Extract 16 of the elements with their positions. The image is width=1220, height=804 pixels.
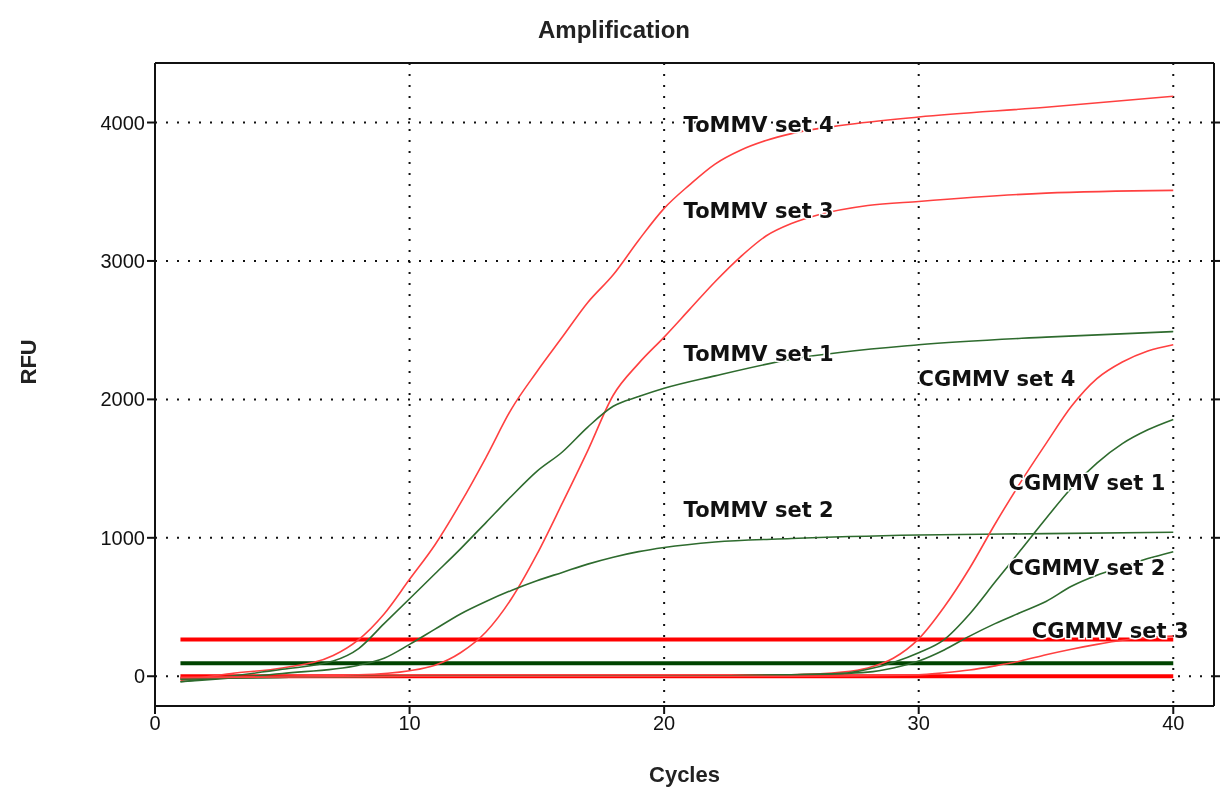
x-tick-label: 40 xyxy=(1162,712,1185,735)
y-tick-label: 3000 xyxy=(100,250,145,273)
y-tick-label: 4000 xyxy=(100,111,145,134)
series-label: CGMMV set 4 xyxy=(918,366,1076,391)
y-axis-title: RFU xyxy=(15,339,41,385)
y-tick-label: 2000 xyxy=(100,388,145,411)
x-tick-label: 30 xyxy=(907,712,930,735)
chart-title: Amplification xyxy=(537,15,691,45)
x-tick-label: 20 xyxy=(653,712,676,735)
x-tick-label: 0 xyxy=(149,712,161,735)
y-tick-label: 0 xyxy=(133,665,145,688)
x-axis-title: Cycles xyxy=(649,762,720,787)
series-label: ToMMV set 2 xyxy=(683,497,834,522)
series-label: CGMMV set 3 xyxy=(1031,618,1189,643)
y-tick-label: 1000 xyxy=(100,526,145,549)
x-tick-label: 10 xyxy=(398,712,421,735)
